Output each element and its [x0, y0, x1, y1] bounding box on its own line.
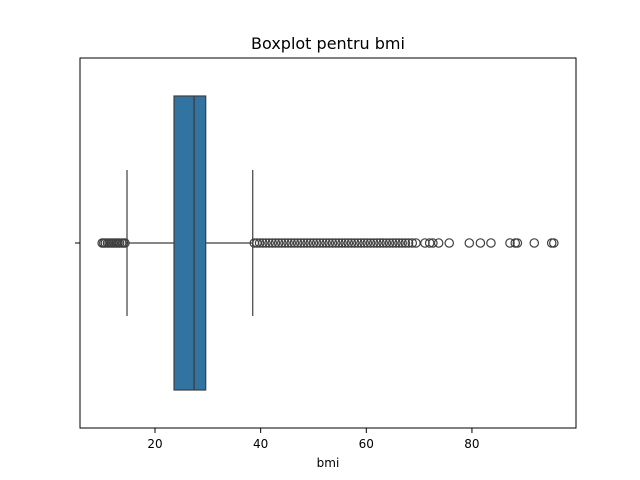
outlier-point	[337, 238, 347, 248]
outlier-point	[394, 238, 404, 248]
chart-title: Boxplot pentru bmi	[251, 34, 405, 53]
outlier-point	[529, 238, 540, 248]
outlier-point	[549, 238, 559, 248]
outlier-point	[299, 238, 309, 248]
outlier-point	[321, 238, 331, 248]
outlier-point	[475, 238, 486, 248]
outlier-point	[257, 238, 268, 248]
x-axis-label: bmi	[317, 456, 340, 470]
outlier-point	[346, 238, 357, 248]
outlier-point	[270, 238, 281, 248]
outlier-point	[261, 238, 271, 248]
x-tick-label: 20	[147, 437, 162, 451]
outlier-point	[512, 238, 523, 248]
outlier-point	[387, 238, 398, 248]
outlier-point	[286, 238, 297, 248]
outlier-point	[327, 238, 338, 248]
chart-marks	[97, 95, 559, 391]
outlier-point	[359, 238, 369, 248]
outlier-point	[324, 238, 335, 248]
outlier-point	[254, 238, 265, 248]
outlier-point	[433, 238, 444, 248]
x-axis: 20 40 60 80	[75, 242, 480, 451]
outlier-point	[302, 238, 312, 248]
outlier-point	[311, 238, 322, 248]
outlier-point	[372, 238, 382, 248]
outlier-point	[280, 238, 290, 248]
outlier-point	[273, 238, 284, 248]
outlier-point	[353, 238, 363, 248]
x-tick-label: 80	[464, 437, 479, 451]
outlier-point	[330, 238, 341, 248]
outlier-point	[318, 238, 328, 248]
x-tick-label: 40	[253, 437, 268, 451]
outlier-point	[315, 238, 325, 248]
outlier-point	[283, 238, 293, 248]
outlier-point	[292, 238, 303, 248]
outlier-point	[400, 238, 411, 248]
outlier-point	[384, 238, 395, 248]
outlier-point	[397, 238, 408, 248]
outlier-point	[378, 238, 388, 248]
outlier-point	[444, 238, 455, 248]
x-tick-label: 60	[359, 437, 374, 451]
outlier-point	[264, 238, 274, 248]
outlier-point	[349, 238, 360, 248]
outlier-point	[343, 238, 354, 248]
outlier-point	[340, 238, 350, 248]
outlier-point	[391, 238, 401, 248]
outlier-point	[356, 238, 366, 248]
outlier-point	[295, 238, 306, 248]
iqr-box	[173, 95, 207, 391]
outlier-point	[365, 238, 376, 248]
outlier-point	[407, 238, 418, 248]
outlier-point	[276, 238, 287, 248]
outlier-point	[267, 238, 278, 248]
outlier-point	[375, 238, 385, 248]
outlier-point	[486, 238, 496, 248]
outlier-point	[120, 238, 130, 248]
outlier-point	[305, 238, 316, 248]
outlier-point	[505, 238, 515, 248]
outlier-point	[308, 238, 319, 248]
outlier-point	[368, 238, 379, 248]
outlier-point	[464, 238, 475, 248]
outlier-point	[289, 238, 300, 248]
outlier-point	[362, 238, 373, 248]
outlier-point	[428, 238, 438, 248]
outlier-point	[334, 238, 344, 248]
outlier-point	[403, 238, 414, 248]
outlier-point	[381, 238, 392, 248]
